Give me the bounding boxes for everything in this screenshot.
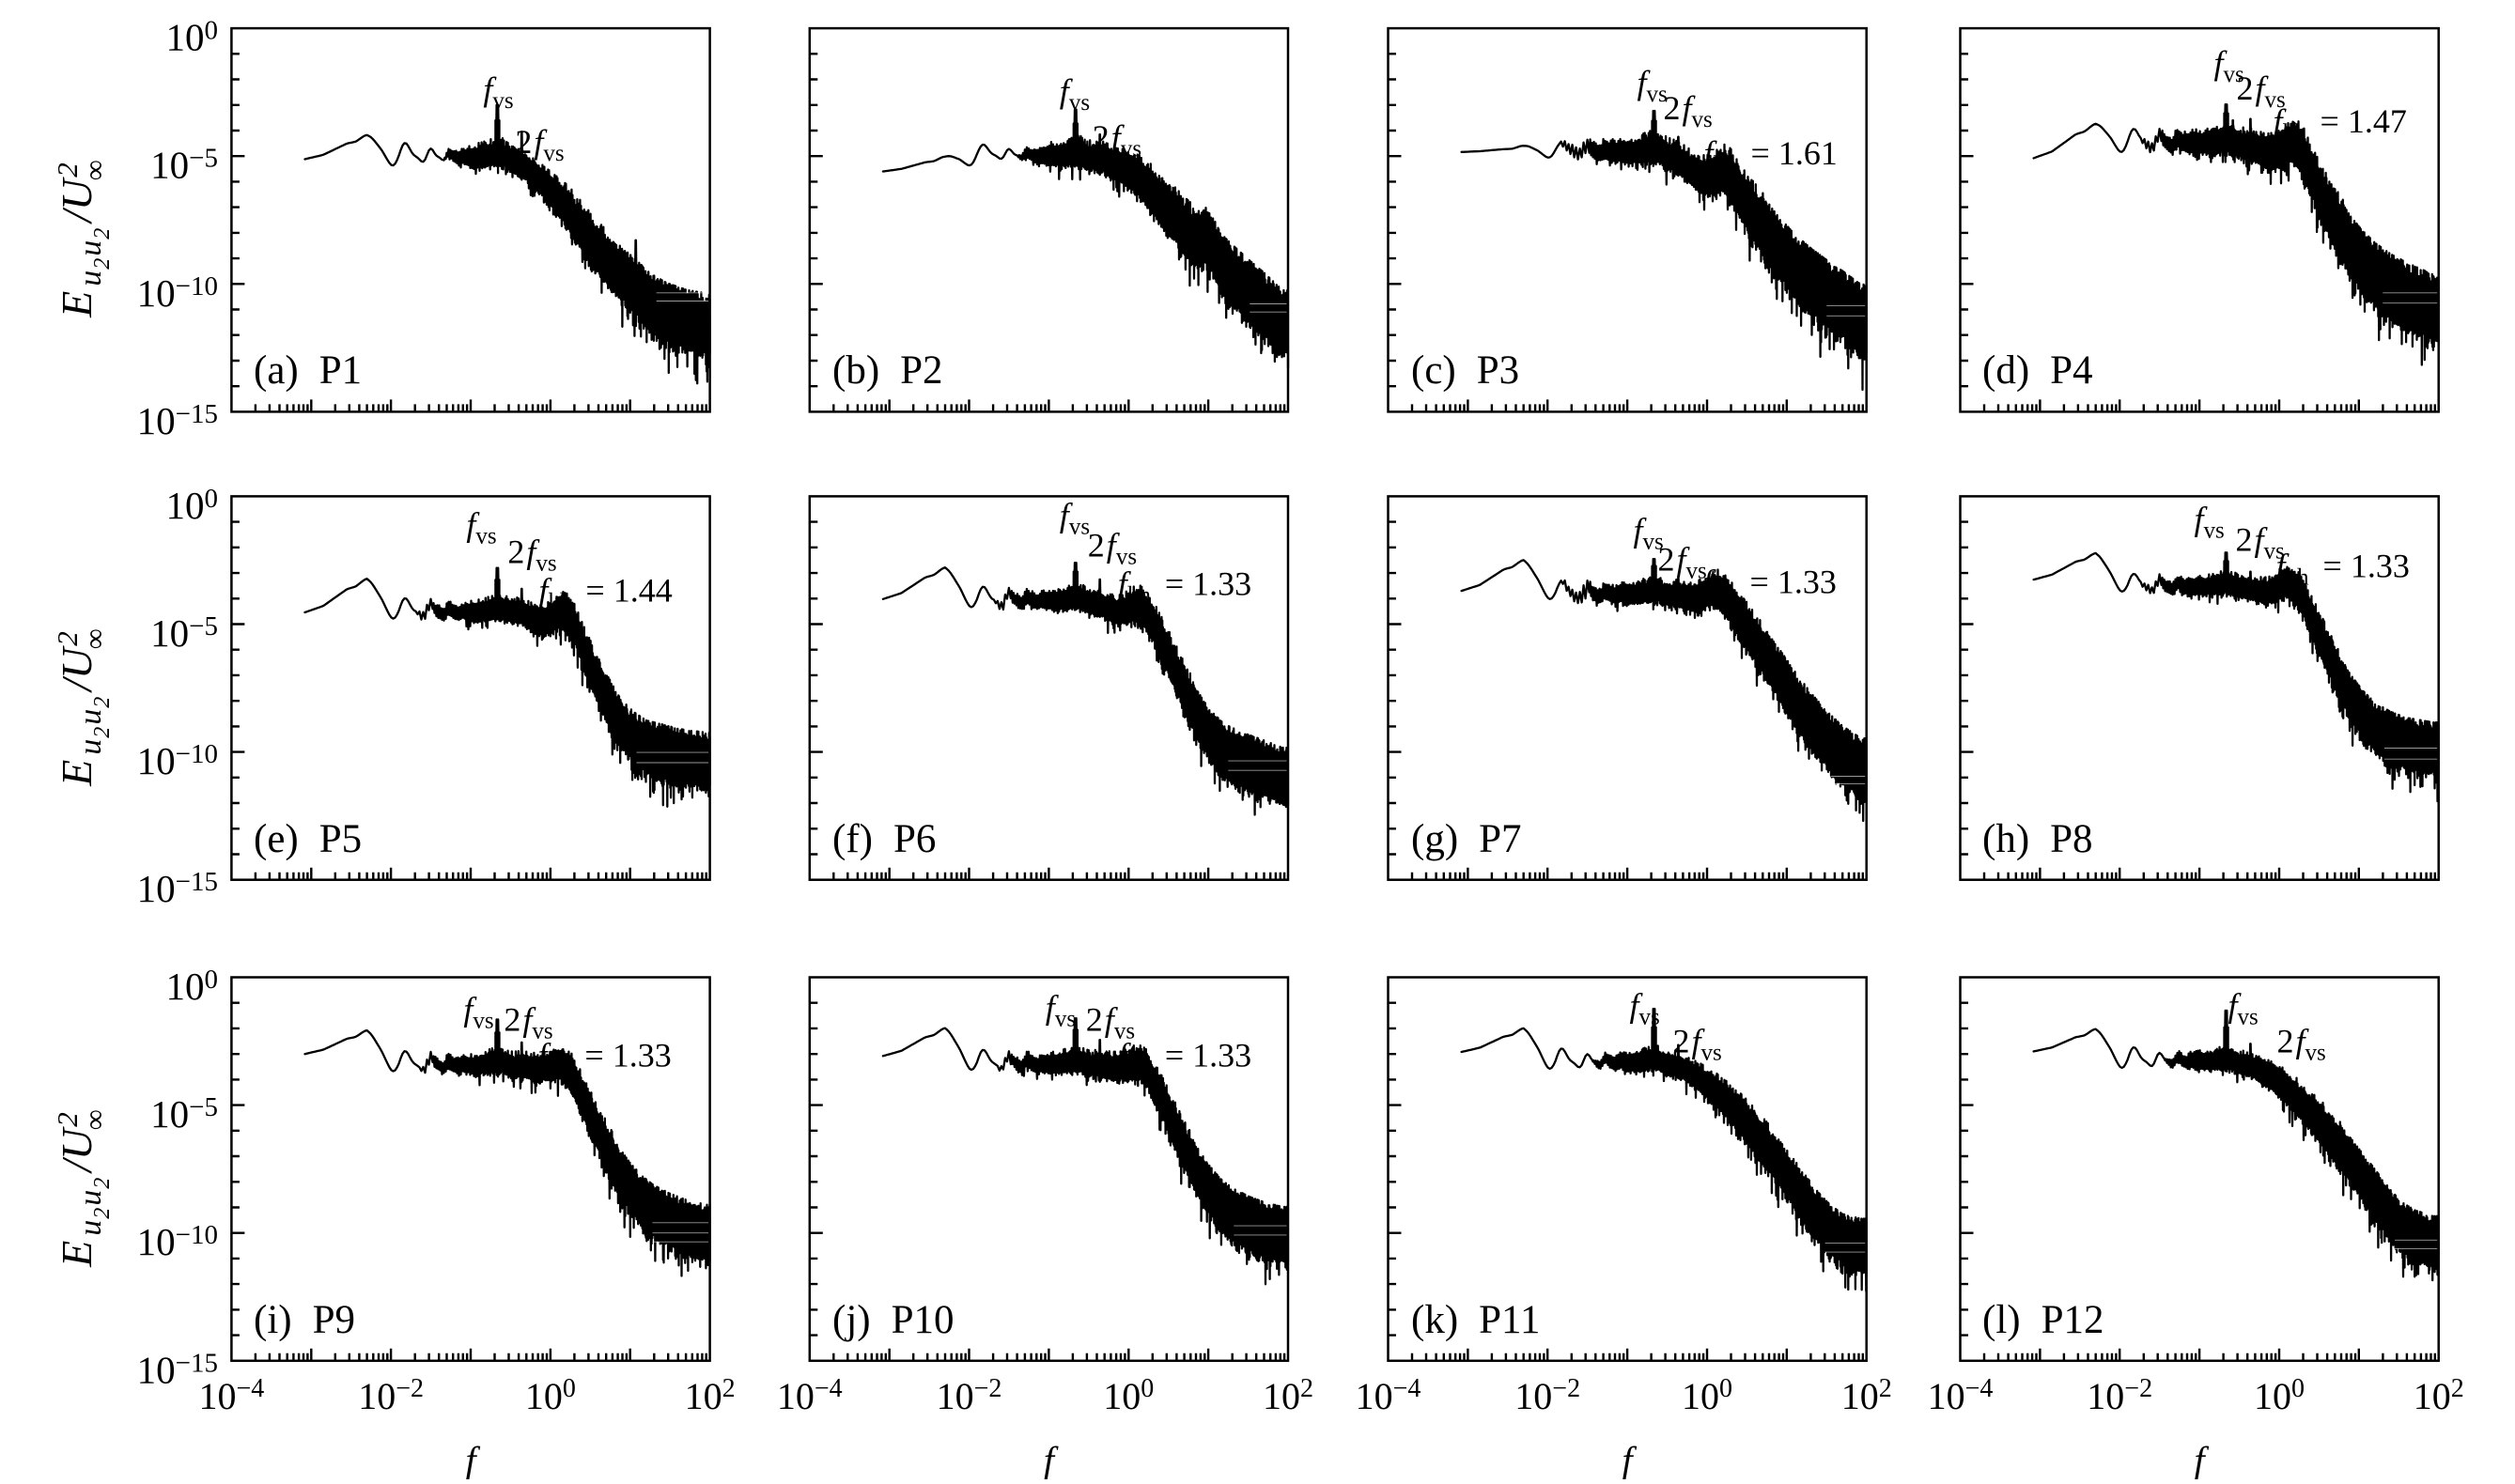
svg-text:fkh = 1.44: fkh = 1.44 bbox=[538, 571, 672, 614]
svg-text:fkh = 1.33: fkh = 1.33 bbox=[537, 1037, 671, 1080]
svg-text:2fvs: 2fvs bbox=[1658, 540, 1707, 583]
svg-text:(j)P10: (j) P10 bbox=[832, 1298, 955, 1342]
svg-text:fvs: fvs bbox=[483, 70, 513, 114]
svg-text:100: 100 bbox=[166, 965, 219, 1008]
svg-text:(l)P12: (l) P12 bbox=[1982, 1298, 2104, 1342]
svg-text:fkh = 1.61: fkh = 1.61 bbox=[1704, 134, 1838, 178]
svg-text:fvs: fvs bbox=[1046, 989, 1076, 1032]
svg-text:fvs: fvs bbox=[1638, 64, 1668, 107]
svg-text:10−4: 10−4 bbox=[1356, 1374, 1421, 1417]
svg-text:100: 100 bbox=[525, 1374, 576, 1417]
svg-text:(f)P6: (f) P6 bbox=[832, 817, 936, 861]
svg-text:fkh = 1.33: fkh = 1.33 bbox=[1118, 1037, 1251, 1080]
svg-text:fvs: fvs bbox=[1634, 511, 1664, 554]
svg-text:fkh = 1.33: fkh = 1.33 bbox=[1118, 564, 1251, 608]
